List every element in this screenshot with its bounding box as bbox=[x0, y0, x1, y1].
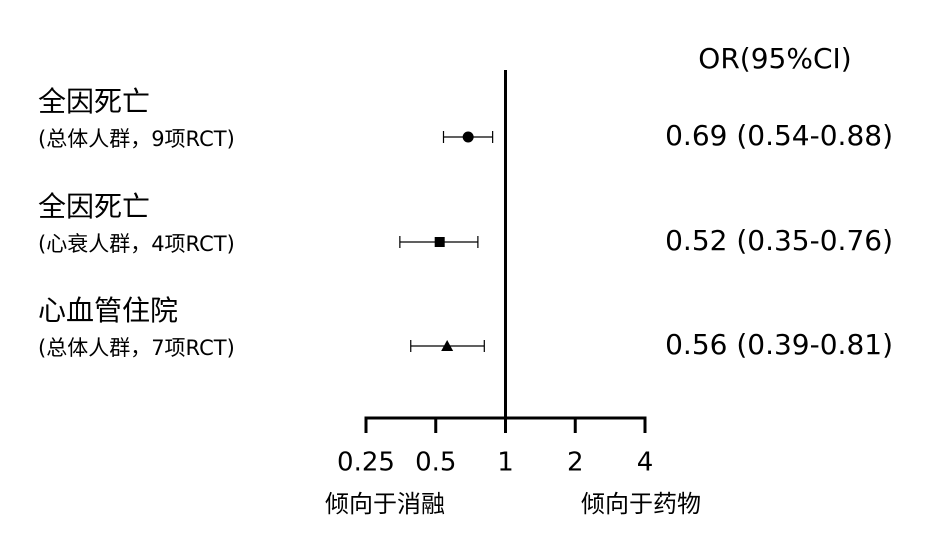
x-tick-label: 4 bbox=[637, 448, 654, 478]
left-annotation: 倾向于消融 bbox=[325, 490, 445, 518]
value-label: 0.56 (0.39-0.81) bbox=[665, 328, 893, 361]
value-label: 0.52 (0.35-0.76) bbox=[665, 224, 893, 257]
right-annotation: 倾向于药物 bbox=[581, 490, 701, 518]
row-sublabel: (总体人群，7项RCT) bbox=[38, 336, 235, 360]
row-sublabel: (总体人群，9项RCT) bbox=[38, 127, 235, 151]
point-marker bbox=[441, 340, 454, 351]
x-tick-label: 1 bbox=[497, 448, 514, 478]
point-marker bbox=[434, 237, 445, 247]
row-label: 心血管住院 bbox=[38, 294, 178, 327]
point-marker bbox=[462, 131, 474, 143]
row-label: 全因死亡 bbox=[38, 85, 150, 118]
x-tick-label: 0.5 bbox=[415, 448, 456, 478]
row-label: 全因死亡 bbox=[38, 190, 150, 223]
x-tick-label: 2 bbox=[567, 448, 584, 478]
column-header: OR(95%CI) bbox=[698, 42, 851, 75]
row-sublabel: (心衰人群，4项RCT) bbox=[38, 232, 235, 256]
x-tick-label: 0.25 bbox=[337, 448, 395, 478]
value-label: 0.69 (0.54-0.88) bbox=[665, 119, 893, 152]
